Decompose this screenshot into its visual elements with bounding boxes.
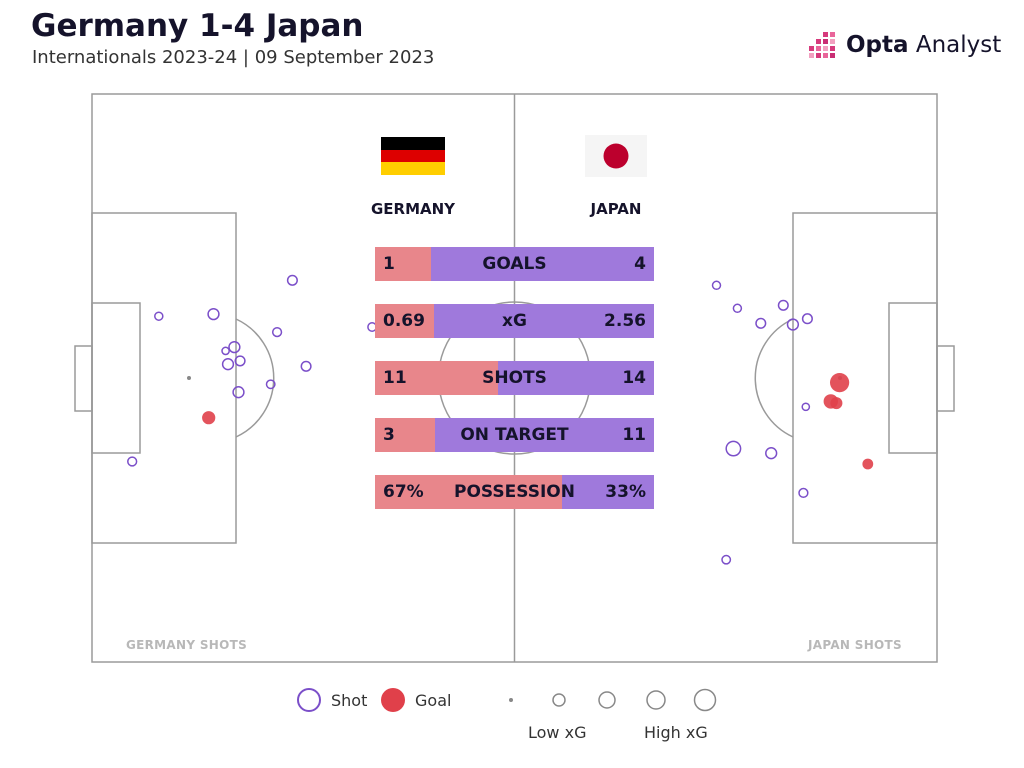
- stat-home-value: 1: [383, 254, 395, 274]
- legend-high-xg-label: High xG: [644, 723, 708, 742]
- stat-away-bar: [434, 304, 654, 338]
- legend-size-1: [509, 698, 513, 702]
- home-shot-marker-8: [221, 346, 230, 356]
- away-goal-marker-12: [862, 458, 874, 470]
- home-shot-marker-2: [232, 386, 245, 399]
- shots-layer: [127, 274, 874, 565]
- home-shot-marker-5: [221, 358, 235, 371]
- stat-row-xg: xG 0.69 2.56: [375, 304, 654, 338]
- stat-label: SHOTS: [482, 368, 547, 388]
- opta-analyst-logo: Opta Analyst: [808, 30, 1001, 64]
- left-goal: [74, 345, 93, 412]
- left-penalty-spot: [187, 376, 191, 380]
- legend-shot-label: Shot: [331, 691, 368, 710]
- page-title: Germany 1-4 Japan: [31, 8, 364, 44]
- germany-flag-icon: [381, 137, 445, 175]
- stat-away-value: 2.56: [604, 311, 646, 331]
- stat-label: xG: [502, 311, 527, 331]
- germany-team-name: GERMANY: [370, 200, 456, 218]
- stat-row-possession: POSSESSION 67% 33%: [375, 475, 654, 509]
- brand-text: Opta Analyst: [846, 32, 1001, 58]
- brand-bold: Opta: [846, 32, 909, 58]
- legend-shot-marker: [297, 688, 321, 712]
- home-shot-marker-3: [271, 326, 283, 338]
- home-shot-marker-6: [234, 355, 246, 367]
- stat-home-bar: [375, 304, 434, 338]
- legend-goal-marker: [381, 688, 405, 712]
- stat-away-bar: [498, 361, 654, 395]
- away-shot-marker-13: [798, 487, 809, 499]
- stat-home-value: 0.69: [383, 311, 425, 331]
- stat-away-bar: [435, 418, 654, 452]
- right-six-yard-box: [888, 302, 938, 454]
- away-shot-marker-3: [801, 313, 813, 325]
- away-shot-marker-14: [721, 554, 732, 565]
- away-shot-marker-5: [755, 317, 767, 329]
- stat-away-value: 4: [634, 254, 646, 274]
- brand-rest: Analyst: [908, 32, 1002, 58]
- stat-home-bar: [375, 475, 562, 509]
- legend-size-4: [646, 690, 666, 710]
- away-shot-marker-0: [711, 280, 722, 291]
- stat-row-shots: SHOTS 11 14: [375, 361, 654, 395]
- stat-home-bar: [375, 247, 431, 281]
- away-shot-marker-4: [786, 318, 800, 331]
- home-shot-marker-4: [300, 360, 312, 372]
- germany-shots-label: GERMANY SHOTS: [126, 638, 248, 652]
- stat-home-bar: [375, 418, 435, 452]
- stat-away-bar: [562, 475, 654, 509]
- page-subtitle: Internationals 2023-24 | 09 September 20…: [32, 47, 435, 68]
- stat-home-value: 3: [383, 425, 395, 445]
- away-shot-marker-10: [725, 440, 742, 457]
- legend-goal-label: Goal: [415, 691, 452, 710]
- stat-away-bar: [431, 247, 654, 281]
- stat-label: POSSESSION: [454, 482, 575, 502]
- left-penalty-arc: [235, 318, 275, 438]
- japan-team-name: JAPAN: [590, 200, 642, 218]
- stat-label: GOALS: [482, 254, 547, 274]
- stat-away-value: 33%: [605, 482, 646, 502]
- away-goal-marker-8: [830, 397, 843, 410]
- away-shot-marker-11: [765, 447, 778, 460]
- home-shot-marker-10: [207, 307, 220, 321]
- right-goal: [936, 345, 955, 412]
- legend-size-5: [693, 688, 717, 712]
- japan-flag-icon: [585, 135, 647, 177]
- away-shot-marker-9: [801, 402, 811, 412]
- home-shot-marker-7: [228, 340, 241, 354]
- right-penalty-arc: [754, 318, 794, 438]
- home-shot-marker-11: [265, 379, 276, 390]
- legend-size-2: [552, 693, 566, 707]
- home-goal-marker-1: [202, 411, 216, 425]
- left-six-yard-box: [91, 302, 141, 454]
- stat-home-value: 67%: [383, 482, 424, 502]
- stat-row-goals: GOALS 1 4: [375, 247, 654, 281]
- away-goal-marker-6: [830, 373, 850, 393]
- stat-row-on-target: ON TARGET 3 11: [375, 418, 654, 452]
- japan-shots-label: JAPAN SHOTS: [808, 638, 902, 652]
- opta-logo-icon: [809, 32, 835, 58]
- legend-low-xg-label: Low xG: [528, 723, 587, 742]
- right-penalty-area: [792, 212, 938, 544]
- left-penalty-area: [91, 212, 237, 544]
- legend: [297, 688, 717, 712]
- stat-away-value: 14: [622, 368, 646, 388]
- away-shot-marker-1: [732, 303, 743, 314]
- home-shot-marker-12: [286, 274, 298, 286]
- home-shot-marker-0: [127, 456, 138, 467]
- stat-away-value: 11: [622, 425, 646, 445]
- stat-label: ON TARGET: [460, 425, 569, 445]
- legend-size-3: [598, 691, 616, 709]
- home-shot-marker-9: [154, 311, 164, 321]
- stat-home-value: 11: [383, 368, 407, 388]
- stat-home-bar: [375, 361, 498, 395]
- away-shot-marker-2: [777, 299, 789, 311]
